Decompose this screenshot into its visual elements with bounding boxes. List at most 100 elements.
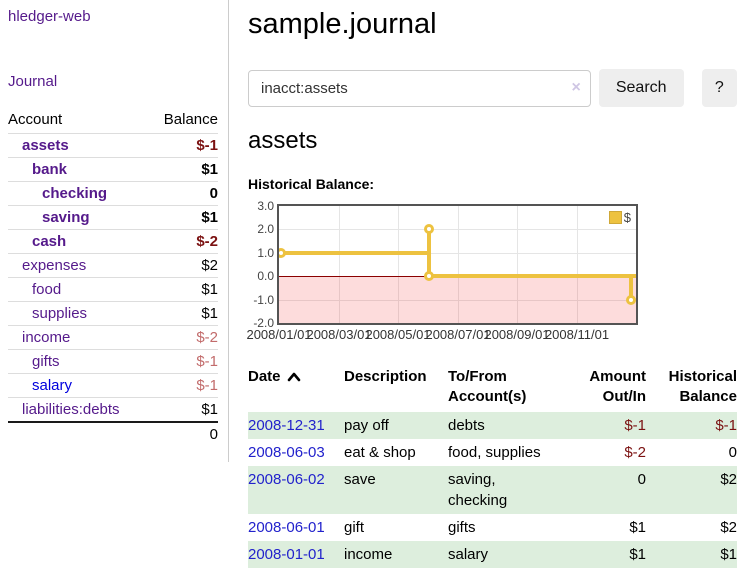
help-button[interactable]: ? xyxy=(701,69,737,107)
y-tick-label: 3.0 xyxy=(257,199,274,213)
account-link-liabilities-debts[interactable]: liabilities:debts xyxy=(22,400,120,418)
transaction-amount: $-2 xyxy=(624,444,646,461)
account-balance: $-1 xyxy=(149,133,218,158)
x-tick-label: 2008/01/01 xyxy=(246,327,312,342)
accounts-header-row: Account Balance xyxy=(8,108,218,134)
accounts-total-row: 0 xyxy=(8,421,218,446)
transaction-row: 2008-01-01 income salary $1 $1 xyxy=(248,541,737,568)
account-row-liabilities-debts: liabilities:debts $1 xyxy=(8,397,218,422)
account-link-expenses[interactable]: expenses xyxy=(22,256,87,274)
sort-ascending-icon xyxy=(287,372,300,382)
account-row-salary: salary $-1 xyxy=(8,373,218,398)
data-point-marker xyxy=(279,248,286,258)
data-point-marker xyxy=(424,271,434,281)
accounts-total-value: 0 xyxy=(149,421,218,446)
account-link-cash[interactable]: cash xyxy=(32,232,67,250)
account-balance: $1 xyxy=(149,397,218,422)
x-tick-label: 2008/07/01 xyxy=(425,327,491,342)
transaction-date-link[interactable]: 2008-01-01 xyxy=(248,546,325,563)
account-row-gifts: gifts $-1 xyxy=(8,349,218,374)
column-header-description: Description xyxy=(344,368,427,385)
gridline xyxy=(339,206,340,323)
gridline xyxy=(517,206,518,323)
series-line-segment xyxy=(629,276,633,300)
transaction-date-link[interactable]: 2008-12-31 xyxy=(248,417,325,434)
search-input[interactable] xyxy=(248,69,591,107)
account-balance: $1 xyxy=(149,205,218,230)
accounts-header-account: Account xyxy=(8,111,63,128)
clear-search-icon[interactable]: × xyxy=(571,78,581,96)
transaction-row: 2008-06-02 save saving, checking 0 $2 xyxy=(248,466,737,514)
transaction-accounts: food, supplies xyxy=(448,444,541,461)
transactions-header-row: Date Description To/From Account(s) Amou… xyxy=(248,365,737,412)
transaction-balance: $1 xyxy=(646,541,737,568)
account-link-gifts[interactable]: gifts xyxy=(32,352,60,370)
page-title: sample.journal xyxy=(248,8,437,40)
gridline xyxy=(458,206,459,323)
y-tick-label: 1.0 xyxy=(257,246,274,260)
transaction-date-link[interactable]: 2008-06-02 xyxy=(248,471,325,488)
app-brand-link[interactable]: hledger-web xyxy=(8,8,91,25)
account-link-income[interactable]: income xyxy=(22,328,71,346)
sidebar-item-journal[interactable]: Journal xyxy=(8,73,58,90)
account-link-bank[interactable]: bank xyxy=(32,160,68,178)
accounts-header-balance: Balance xyxy=(163,111,218,128)
historical-balance-chart: 3.0 2.0 1.0 0.0 -1.0 -2.0 xyxy=(246,199,737,343)
transactions-table: Date Description To/From Account(s) Amou… xyxy=(248,365,737,568)
account-balance: $-2 xyxy=(149,325,218,350)
transaction-balance: $2 xyxy=(720,519,737,536)
account-balance: $-1 xyxy=(149,373,218,398)
gridline xyxy=(398,206,399,323)
account-link-food[interactable]: food xyxy=(32,280,62,298)
transaction-accounts: debts xyxy=(448,412,574,439)
account-heading: assets xyxy=(248,127,318,154)
series-line-segment xyxy=(429,274,636,278)
account-link-checking[interactable]: checking xyxy=(42,184,108,202)
column-header-historical-balance: Historical Balance xyxy=(668,368,737,405)
account-row-income: income $-2 xyxy=(8,325,218,350)
transaction-amount: $1 xyxy=(574,541,646,568)
sidebar: hledger-web Journal Account Balance asse… xyxy=(0,0,229,462)
series-line-segment xyxy=(427,227,431,278)
transaction-accounts: gifts xyxy=(448,519,476,536)
x-tick-label: 2008/03/01 xyxy=(306,327,372,342)
account-row-saving: saving $1 xyxy=(8,205,218,230)
y-tick-label: -2.0 xyxy=(253,316,274,330)
account-balance: $-1 xyxy=(149,349,218,374)
account-balance: $1 xyxy=(149,157,218,182)
account-link-salary[interactable]: salary xyxy=(32,376,73,394)
transaction-description: pay off xyxy=(344,412,448,439)
negative-region-shading xyxy=(279,277,636,323)
account-row-food: food $1 xyxy=(8,277,218,302)
y-tick-label: 0.0 xyxy=(257,269,274,283)
y-tick-label: 2.0 xyxy=(257,222,274,236)
transaction-date-link[interactable]: 2008-06-03 xyxy=(248,444,325,461)
transaction-row: 2008-06-01 gift gifts $1 $2 xyxy=(248,514,737,541)
account-row-checking: checking 0 xyxy=(8,181,218,206)
transaction-description: save xyxy=(344,466,448,514)
data-point-marker xyxy=(626,295,636,305)
search-form: × Search ? xyxy=(248,69,737,107)
x-tick-label: 2008/11/01 xyxy=(544,327,610,342)
transaction-balance: 0 xyxy=(728,444,737,461)
column-header-date[interactable]: Date xyxy=(248,365,344,412)
transaction-accounts: saving, checking xyxy=(448,466,574,514)
transaction-accounts: salary xyxy=(448,541,574,568)
search-button[interactable]: Search xyxy=(598,69,684,107)
x-tick-label: 2008/05/01 xyxy=(365,327,431,342)
account-balance: $1 xyxy=(149,277,218,302)
account-balance: $2 xyxy=(149,253,218,278)
gridline xyxy=(577,206,578,323)
account-balance: $1 xyxy=(149,301,218,326)
transaction-date-link[interactable]: 2008-06-01 xyxy=(248,519,325,536)
accounts-table: Account Balance assets $-1 bank $1 check… xyxy=(8,108,218,446)
series-line-segment xyxy=(279,251,431,255)
account-link-assets[interactable]: assets xyxy=(22,136,69,154)
account-balance: 0 xyxy=(149,181,218,206)
account-row-bank: bank $1 xyxy=(8,157,218,182)
account-row-expenses: expenses $2 xyxy=(8,253,218,278)
account-link-saving[interactable]: saving xyxy=(42,208,90,226)
account-link-supplies[interactable]: supplies xyxy=(32,304,88,322)
chart-legend: $ xyxy=(608,210,631,225)
